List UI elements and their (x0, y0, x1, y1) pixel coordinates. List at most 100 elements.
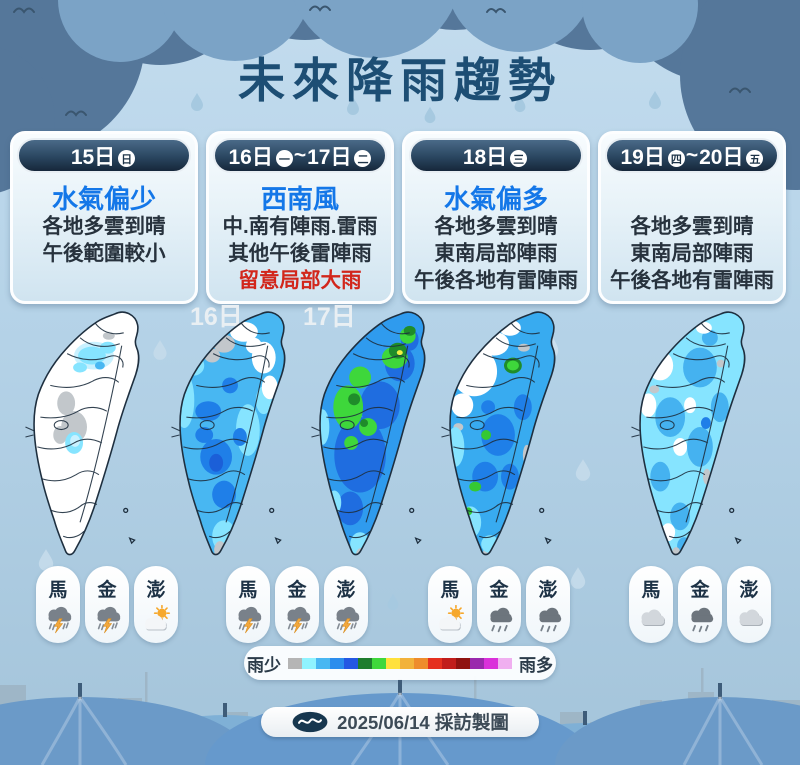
rain-map-day15 (24, 311, 140, 556)
thunderstorm-icon (91, 605, 124, 634)
date-text: 16日 (228, 145, 273, 169)
card-subtitle: 水氣偏少 (51, 184, 156, 214)
legend-swatch (470, 657, 484, 669)
date-header: 18日三 (409, 138, 583, 173)
date-text: 17日 (307, 145, 352, 169)
island-badge-penghu: 澎 (134, 566, 178, 643)
island-badge-matsu: 馬 (226, 566, 270, 643)
forecast-card-15: 15日日 水氣偏少 各地多雲到晴 午後範圍較小 (10, 131, 198, 304)
legend-more-label: 雨多 (519, 655, 553, 675)
forecast-line: 各地多雲到晴 (630, 215, 754, 238)
legend-swatch (428, 657, 442, 669)
island-weather-group-1: 馬 金 澎 (36, 566, 178, 643)
thunderstorm-icon (281, 605, 314, 634)
island-label: 金 (287, 580, 307, 601)
date-header: 16日一 ~17日二 (213, 138, 387, 173)
rain-scale-legend: 雨少 雨多 (244, 646, 556, 680)
legend-swatch (498, 657, 512, 669)
island-badge-kinmen: 金 (275, 566, 319, 643)
credit-bar: 2025/06/14 採訪製圖 (261, 707, 539, 737)
island-weather-group-2: 馬 金 澎 (226, 566, 368, 643)
forecast-card-16-17: 16日一 ~17日二 西南風 中.南有陣雨.雷雨 其他午後雷陣雨 留意局部大雨 (206, 131, 394, 304)
partly-cloudy-icon (434, 605, 467, 634)
weekday-badge: 三 (510, 150, 528, 167)
island-badge-penghu: 澎 (526, 566, 570, 643)
partly-cloudy-icon (140, 605, 173, 634)
card-warning: 留意局部大雨 (238, 269, 362, 293)
island-label: 澎 (538, 580, 558, 601)
island-label: 澎 (336, 580, 356, 601)
island-label: 馬 (440, 580, 460, 601)
bird-silhouettes (13, 5, 751, 117)
rain-map-day18 (440, 311, 556, 556)
island-badge-kinmen: 金 (477, 566, 521, 643)
island-badge-matsu: 馬 (629, 566, 673, 643)
thunderstorm-icon (330, 605, 363, 634)
date-text: 15日 (70, 145, 116, 169)
thunderstorm-icon (42, 605, 75, 634)
map-label-16: 16日 (190, 303, 243, 331)
legend-swatch (386, 657, 400, 669)
legend-swatch (456, 657, 470, 669)
legend-swatch (288, 657, 302, 669)
date-text: 18日 (462, 145, 508, 169)
forecast-line: 其他午後雷陣雨 (228, 242, 372, 266)
forecast-line: 午後各地有雷陣雨 (414, 269, 578, 293)
forecast-line: 東南局部陣雨 (434, 242, 558, 266)
island-label: 澎 (146, 580, 166, 601)
forecast-card-19-20: 19日四 ~20日五 各地多雲到晴 東南局部陣雨 午後各地有雷陣雨 (598, 131, 786, 304)
island-badge-kinmen: 金 (85, 566, 129, 643)
credit-text: 2025/06/14 採訪製圖 (337, 712, 509, 733)
legend-less-label: 雨少 (247, 655, 281, 675)
card-subtitle (601, 179, 783, 213)
forecast-line: 東南局部陣雨 (630, 242, 754, 266)
weekday-badge: 一 (275, 150, 293, 167)
date-header: 19日四 ~20日五 (605, 138, 779, 173)
date-header: 15日日 (17, 138, 191, 173)
legend-swatch (302, 657, 316, 669)
date-text: 20日 (699, 145, 744, 169)
rain-icon (532, 605, 565, 634)
rain-map-day16 (170, 311, 286, 556)
rain-icon (483, 605, 516, 634)
island-label: 金 (97, 580, 117, 601)
island-weather-group-3: 馬 金 澎 (428, 566, 570, 643)
cloudy-icon (733, 605, 766, 634)
island-badge-matsu: 馬 (428, 566, 472, 643)
forecast-line: 午後各地有雷陣雨 (610, 269, 774, 293)
island-label: 金 (489, 580, 509, 601)
card-subtitle: 西南風 (260, 184, 339, 214)
weekday-badge: 日 (118, 150, 136, 167)
legend-swatch (344, 657, 358, 669)
thunderstorm-icon (232, 605, 265, 634)
island-label: 馬 (238, 580, 258, 601)
cloudy-icon (635, 605, 668, 634)
rain-map-day17 (310, 311, 426, 556)
legend-swatch (358, 657, 372, 669)
legend-swatch (484, 657, 498, 669)
legend-swatch (414, 657, 428, 669)
rain-icon (684, 605, 717, 634)
island-label: 澎 (739, 580, 759, 601)
legend-swatch (330, 657, 344, 669)
weekday-badge: 五 (746, 150, 764, 167)
card-subtitle: 水氣偏多 (443, 184, 548, 214)
island-label: 金 (690, 580, 710, 601)
legend-swatch (372, 657, 386, 669)
island-weather-group-4: 馬 金 澎 (629, 566, 771, 643)
forecast-line: 中.南有陣雨.雷雨 (222, 215, 378, 238)
island-label: 馬 (641, 580, 661, 601)
weekday-badge: 二 (354, 150, 372, 167)
island-badge-penghu: 澎 (324, 566, 368, 643)
legend-swatch (400, 657, 414, 669)
forecast-line: 各地多雲到晴 (434, 215, 558, 238)
island-label: 馬 (48, 580, 68, 601)
news-wave-logo (292, 711, 328, 733)
date-text: 19日 (620, 145, 665, 169)
legend-swatch (316, 657, 330, 669)
legend-scale (288, 657, 512, 669)
legend-swatch (442, 657, 456, 669)
island-badge-matsu: 馬 (36, 566, 80, 643)
forecast-line: 各地多雲到晴 (42, 215, 166, 238)
